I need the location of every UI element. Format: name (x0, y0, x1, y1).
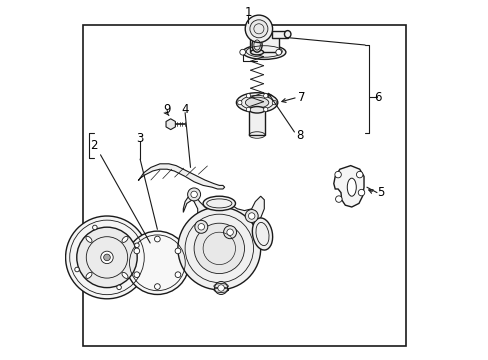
Circle shape (356, 171, 362, 178)
Polygon shape (271, 31, 287, 38)
Circle shape (246, 107, 250, 112)
Circle shape (263, 107, 267, 112)
Ellipse shape (252, 218, 272, 250)
Ellipse shape (236, 93, 277, 113)
Circle shape (358, 189, 364, 196)
Circle shape (335, 196, 342, 202)
Circle shape (154, 284, 160, 289)
Ellipse shape (122, 237, 128, 242)
Circle shape (175, 272, 181, 278)
Polygon shape (249, 110, 264, 135)
Ellipse shape (245, 97, 268, 108)
Circle shape (190, 191, 197, 198)
Text: 6: 6 (373, 91, 381, 104)
Ellipse shape (346, 178, 356, 196)
Circle shape (218, 285, 224, 291)
Circle shape (75, 267, 79, 272)
Bar (82, 25, 406, 346)
Circle shape (77, 227, 137, 288)
Circle shape (134, 248, 140, 254)
Ellipse shape (203, 196, 235, 211)
Circle shape (117, 285, 121, 289)
Circle shape (198, 224, 204, 230)
Circle shape (275, 49, 281, 55)
Circle shape (187, 188, 200, 201)
Circle shape (92, 225, 97, 230)
Ellipse shape (251, 38, 262, 52)
Polygon shape (166, 119, 175, 130)
Circle shape (214, 282, 227, 294)
Circle shape (194, 220, 207, 233)
Text: 7: 7 (298, 91, 305, 104)
Polygon shape (333, 166, 363, 207)
Circle shape (178, 207, 260, 290)
Circle shape (334, 171, 341, 178)
Ellipse shape (86, 273, 92, 278)
Ellipse shape (86, 237, 92, 242)
Circle shape (134, 272, 140, 278)
Text: 9: 9 (163, 103, 170, 116)
Circle shape (175, 248, 181, 254)
Circle shape (134, 243, 139, 248)
Text: 8: 8 (296, 129, 304, 141)
Text: 3: 3 (136, 132, 143, 145)
Circle shape (249, 20, 267, 38)
Polygon shape (138, 164, 224, 189)
Polygon shape (249, 34, 278, 52)
Circle shape (248, 213, 254, 219)
Text: 2: 2 (90, 139, 98, 152)
Ellipse shape (250, 50, 263, 55)
Circle shape (65, 216, 148, 299)
Text: 4: 4 (181, 103, 188, 116)
Circle shape (244, 15, 272, 42)
Ellipse shape (242, 45, 285, 59)
Circle shape (226, 229, 233, 235)
Circle shape (244, 210, 258, 222)
Text: 1: 1 (244, 6, 251, 19)
Polygon shape (183, 194, 264, 293)
Circle shape (263, 94, 267, 98)
Ellipse shape (284, 31, 290, 38)
Circle shape (125, 231, 189, 294)
Circle shape (239, 49, 245, 55)
Circle shape (272, 100, 276, 105)
Circle shape (154, 236, 160, 242)
Circle shape (237, 100, 242, 105)
Ellipse shape (249, 107, 264, 113)
Circle shape (103, 254, 110, 261)
Text: 5: 5 (377, 186, 384, 199)
Circle shape (194, 223, 244, 274)
Circle shape (223, 226, 236, 239)
Circle shape (246, 94, 250, 98)
Circle shape (101, 251, 113, 264)
Ellipse shape (122, 273, 128, 278)
Polygon shape (213, 288, 228, 290)
